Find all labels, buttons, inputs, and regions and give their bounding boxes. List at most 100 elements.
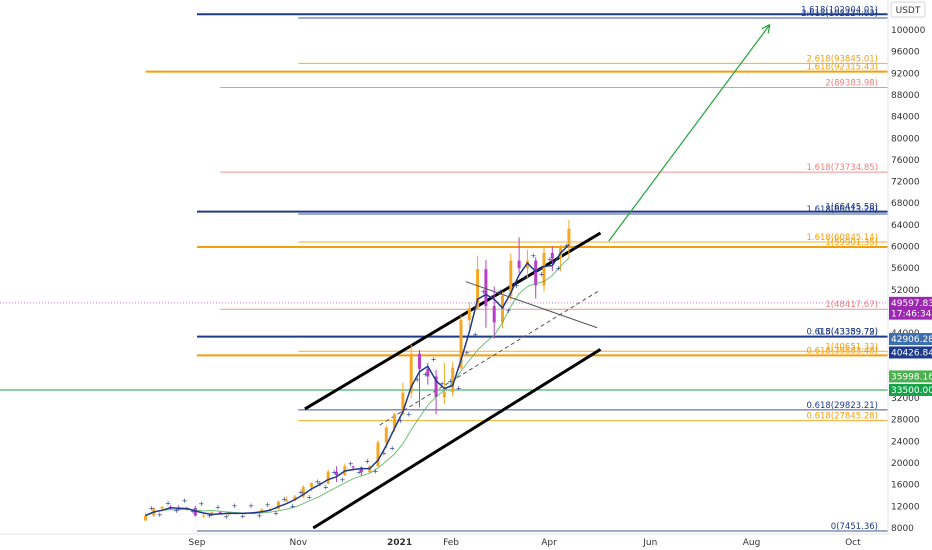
drawings [465, 24, 771, 329]
indicator-marker: + [173, 507, 179, 515]
indicator-marker: + [265, 501, 271, 509]
candle-body [517, 260, 521, 269]
price-tick-label: 76000 [891, 156, 920, 166]
price-tag-text: 33500.00 [891, 386, 932, 396]
moving-averages: ++++++++++++++++++++++++++++++++++++ ++++… [145, 242, 578, 521]
candle-body [401, 392, 405, 415]
candle-body [426, 368, 430, 377]
indicator-marker: + [215, 503, 221, 511]
price-tag-bg [889, 296, 932, 309]
candle-body [492, 306, 496, 323]
indicator-marker: + [281, 496, 287, 504]
price-tag: 17:46:34 [889, 307, 932, 320]
price-tick-label: 32000 [891, 394, 920, 404]
indicator-marker: + [207, 512, 213, 520]
price-tick-label: 16000 [891, 481, 920, 491]
price-tag: 49597.83 [889, 296, 932, 309]
fib-level-label: 1.618(66013.28) [806, 205, 878, 215]
candle-body [409, 353, 413, 393]
price-tag-bg [889, 346, 932, 359]
price-tick-label: 72000 [891, 178, 920, 188]
currency-badge[interactable]: USDT [890, 1, 926, 18]
price-tag: 33500.00 [889, 383, 932, 396]
fib-level-label: 0.618(27845.28) [806, 412, 878, 422]
candle-body [276, 501, 280, 510]
indicator-marker: + [555, 265, 561, 273]
candle-body [218, 512, 222, 514]
price-tag-bg [889, 333, 932, 346]
fib-level-label: 0.618(43389.79) [806, 327, 878, 337]
indicator-marker: + [339, 476, 345, 484]
price-tick-label: 20000 [891, 459, 920, 469]
candle-body [393, 414, 397, 428]
indicator-marker: + [431, 355, 437, 363]
candle-body [442, 392, 446, 398]
fib-level-label: 0.5(43359.72) [817, 328, 878, 338]
price-tag-bg [889, 307, 932, 320]
price-tick-label: 92000 [891, 69, 920, 79]
indicator-marker: + [439, 380, 445, 388]
time-tick-label: Oct [845, 538, 861, 548]
candle-body [301, 486, 305, 497]
fib-level-label: 2.618(102224.03) [801, 9, 878, 19]
price-tick-label: 28000 [891, 416, 920, 426]
price-tag-text: 49597.83 [891, 299, 932, 309]
candle-body [285, 500, 289, 502]
candle-body [359, 467, 363, 473]
candle-body [160, 506, 164, 509]
price-tick-label: 52000 [891, 286, 920, 296]
candle-body [384, 427, 388, 443]
fib-level-label: 0(7451.36) [831, 522, 878, 532]
indicator-marker: + [414, 376, 420, 384]
indicator-marker: + [273, 509, 279, 517]
candle-body [318, 483, 322, 485]
fib-level-label: 1(66445.58) [825, 203, 878, 213]
time-tick-label: Nov [289, 538, 307, 548]
price-tick-label: 96000 [891, 48, 920, 58]
indicator-marker: + [190, 508, 196, 516]
indicator-marker: + [539, 270, 545, 278]
indicator-marker: + [182, 497, 188, 505]
candle-body [509, 260, 513, 296]
projection-arrow-head [761, 24, 771, 34]
indicator-marker: + [248, 502, 254, 510]
indicator-marker: + [306, 494, 312, 502]
candle-body [202, 515, 206, 517]
indicator-marker: + [256, 512, 262, 520]
currency-label: USDT [896, 6, 921, 16]
candle-body [484, 269, 488, 307]
fib-level-label: 1(59901.35) [825, 238, 878, 248]
candle-body [476, 269, 480, 309]
indicator-marker: + [364, 458, 370, 466]
price-tag: 40426.84 [889, 346, 932, 359]
indicator-marker: + [572, 244, 578, 252]
indicator-marker: + [481, 288, 487, 296]
price-tag-text: 35998.16 [891, 372, 932, 382]
time-tick-label: 2021 [387, 538, 412, 548]
fib-level-label: 1.618(60845.14) [806, 233, 878, 243]
candle-body [334, 471, 338, 475]
candle-body [467, 308, 471, 321]
indicator-marker: + [447, 378, 453, 386]
indicator-marker: + [198, 500, 204, 508]
indicator-marker: + [165, 499, 171, 507]
fib-level-label: 2(89383.98) [825, 78, 878, 88]
indicator-marker: + [506, 307, 512, 315]
price-tag: 42906.28 [889, 333, 932, 346]
channel-lower-line [312, 348, 602, 530]
time-axis[interactable]: Sep Nov 2021 Feb Apr Jun Aug Oct [189, 538, 862, 548]
price-tick-label: 68000 [891, 199, 920, 209]
price-tick-label: 100000 [891, 26, 926, 36]
fib-level-label: 1.618(92315.43) [806, 63, 878, 73]
candle-body [351, 466, 355, 468]
price-tag-text: 42906.28 [891, 335, 932, 345]
fib-level-label: 0.618(39883.48) [806, 346, 878, 356]
candle-body [550, 253, 554, 259]
indicator-marker: + [489, 294, 495, 302]
indicator-marker: + [373, 468, 379, 476]
indicator-marker: + [564, 242, 570, 250]
indicator-marker: + [232, 502, 238, 510]
indicator-marker: + [547, 255, 553, 263]
